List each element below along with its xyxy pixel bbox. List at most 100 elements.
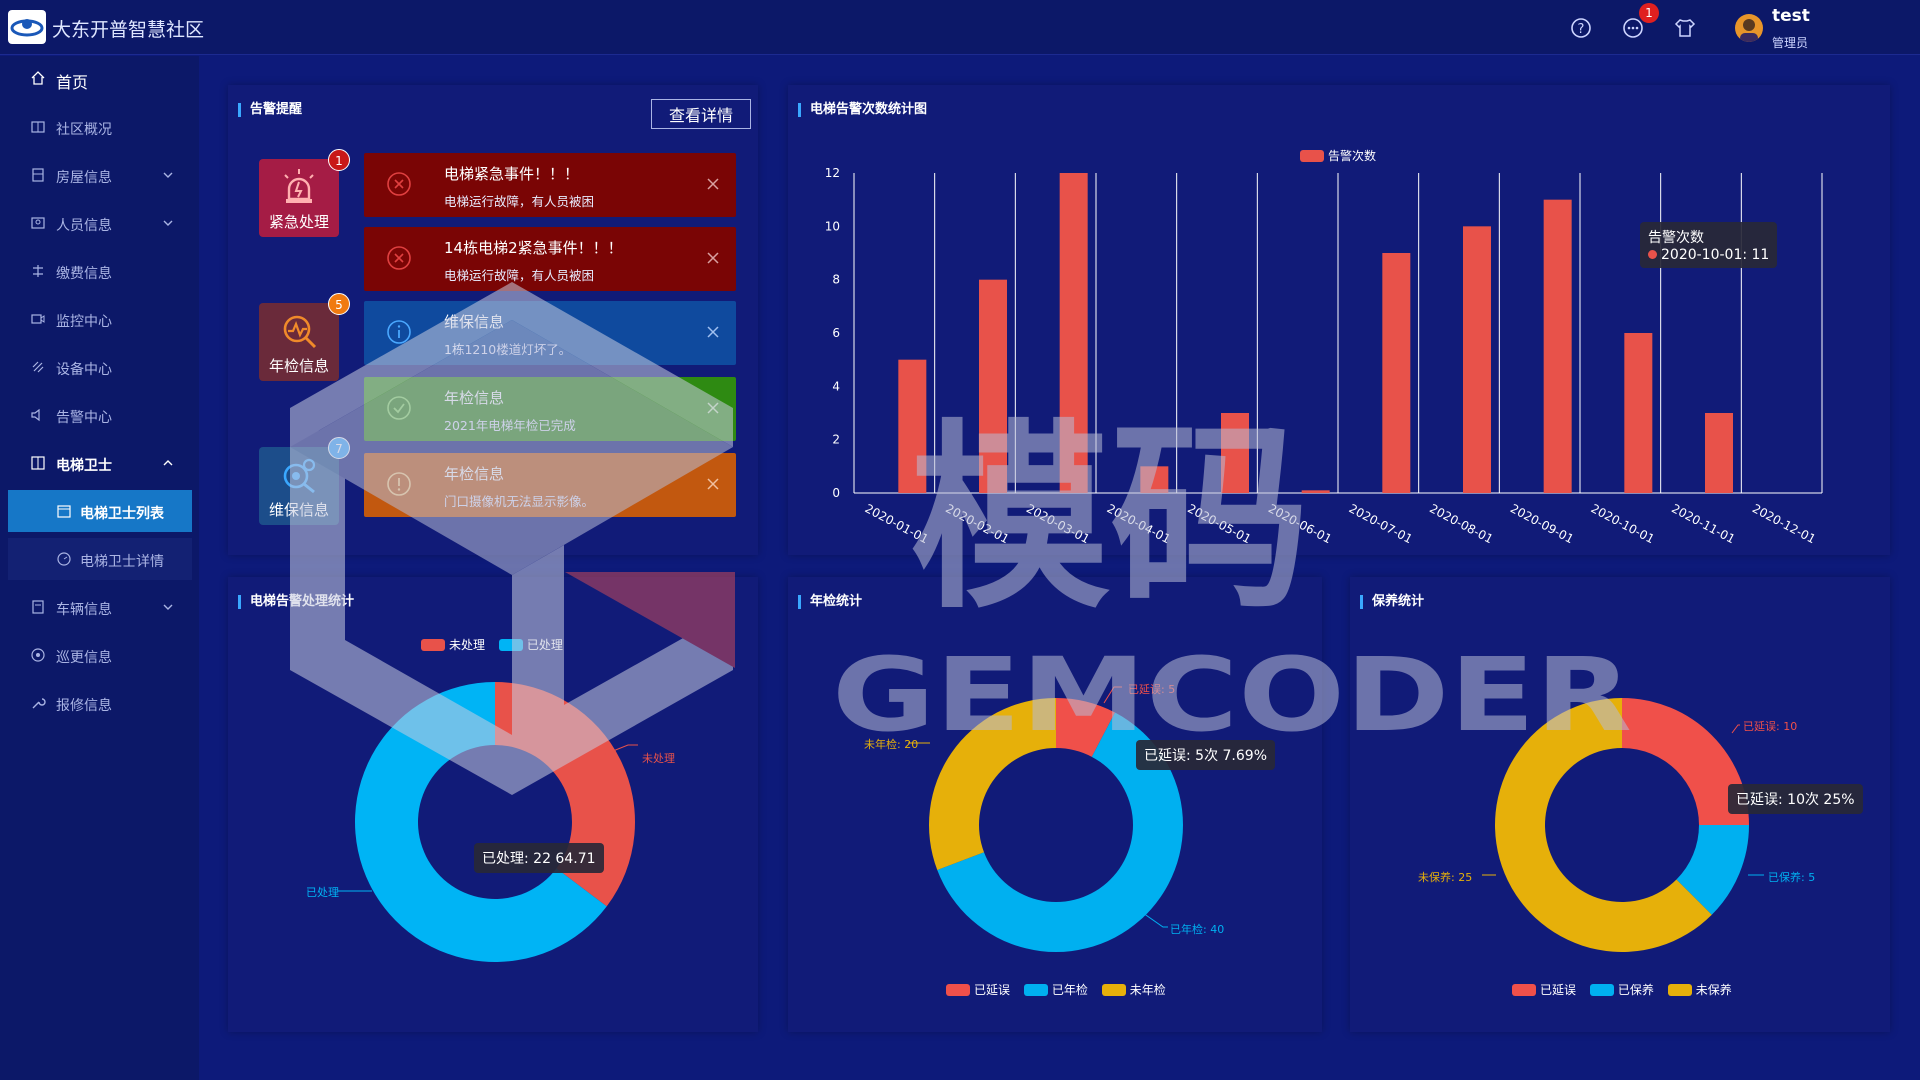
building-icon [32, 168, 44, 182]
y-tick-label: 4 [832, 379, 840, 393]
alarm-handling-donut [338, 682, 638, 962]
category-annual-inspection[interactable]: 年检信息 [259, 303, 339, 381]
bar [898, 359, 927, 493]
view-details-button[interactable]: 查看详情 [651, 99, 751, 129]
category-count-badge: 7 [328, 437, 350, 459]
legend-label: 未保养 [1695, 983, 1732, 997]
x-tick-label: 2020-01-01 [863, 501, 931, 546]
wrench-icon [32, 698, 46, 709]
sidebar-item-elevator-detail[interactable]: 电梯卫士详情 [8, 538, 192, 580]
sidebar-item-label: 房屋信息 [56, 170, 112, 186]
alert-item[interactable]: 电梯紧急事件！！！ 电梯运行故障，有人员被困 [364, 153, 736, 217]
sidebar-item-alarm-center[interactable]: 告警中心 [0, 394, 199, 438]
user-role: 管理员 [1772, 36, 1809, 50]
user-name[interactable]: test [1772, 6, 1810, 26]
sidebar-item-vehicles[interactable]: 车辆信息 [0, 586, 199, 630]
sidebar-item-home[interactable]: 首页 [0, 57, 199, 101]
chart-legend[interactable]: 已延误 已保养 未保养 [1512, 981, 1732, 998]
camera-icon [31, 314, 45, 324]
donut-slice [1495, 698, 1712, 952]
x-tick-label: 2020-11-01 [1669, 501, 1737, 546]
x-tick-label: 2020-08-01 [1427, 501, 1495, 546]
chart-tooltip: 告警次数 2020-10-01: 11 [1640, 222, 1778, 268]
leader-line [1103, 686, 1122, 704]
sidebar-item-elevator-list[interactable]: 电梯卫士列表 [8, 490, 192, 532]
help-icon[interactable]: ? [1569, 16, 1593, 40]
category-label: 维保信息 [268, 501, 329, 519]
sidebar-item-label: 巡更信息 [56, 650, 112, 666]
legend-label: 未年检 [1129, 983, 1166, 997]
error-circle-icon [387, 172, 411, 196]
message-icon[interactable] [1621, 16, 1645, 40]
category-count-badge: 1 [328, 149, 350, 171]
chart-tooltip: 已延误: 5次 7.69% [1136, 740, 1275, 770]
alert-item[interactable]: 年检信息 门口摄像机无法显示影像。 [364, 453, 736, 517]
bar [1624, 333, 1653, 493]
payment-icon [33, 265, 43, 277]
alert-item[interactable]: 年检信息 2021年电梯年检已完成 [364, 377, 736, 441]
sidebar-item-label: 电梯卫士 [56, 458, 112, 474]
sidebar-item-label: 设备中心 [56, 362, 112, 378]
svg-text:?: ? [1578, 22, 1585, 37]
sidebar-item-patrol[interactable]: 巡更信息 [0, 634, 199, 678]
theme-shirt-icon[interactable] [1673, 16, 1697, 40]
category-count-badge: 5 [328, 293, 350, 315]
maintenance-donut [1482, 698, 1764, 952]
sidebar-item-residents[interactable]: 人员信息 [0, 202, 199, 246]
alert-description: 电梯运行故障，有人员被困 [444, 268, 595, 283]
panel-title: 保养统计 [1360, 595, 1424, 609]
close-icon[interactable] [706, 477, 720, 491]
vehicle-icon [32, 600, 44, 614]
sidebar-item-monitor[interactable]: 监控中心 [0, 298, 199, 342]
sidebar-item-elevator-guard[interactable]: 电梯卫士 [0, 442, 199, 486]
sidebar-item-repair[interactable]: 报修信息 [0, 682, 199, 726]
close-icon[interactable] [706, 325, 720, 339]
alert-title: 年检信息 [444, 389, 505, 407]
sidebar-item-label: 车辆信息 [56, 602, 112, 618]
slice-label: 未保养: 25 [1418, 871, 1473, 884]
y-tick-label: 6 [832, 326, 840, 340]
alert-item[interactable]: 维保信息 1栋1210楼道灯坏了。 [364, 301, 736, 365]
app-logo[interactable] [8, 10, 46, 44]
sidebar-item-community-overview[interactable]: 社区概况 [0, 106, 199, 150]
close-icon[interactable] [706, 177, 720, 191]
sidebar-item-devices[interactable]: 设备中心 [0, 346, 199, 390]
legend-swatch [1667, 983, 1692, 996]
chart-tooltip: 已处理: 22 64.71 [474, 843, 604, 873]
sidebar: 首页 社区概况 房屋信息 人员信息 缴费信息 监控中心 设备中心 告警中心 电梯… [0, 56, 199, 1080]
chart-tooltip: 已延误: 10次 25% [1728, 784, 1863, 814]
slice-label: 未处理 [642, 752, 675, 765]
close-icon[interactable] [706, 401, 720, 415]
sidebar-item-label: 报修信息 [56, 698, 112, 714]
inspection-chart-icon [283, 315, 317, 349]
user-avatar[interactable] [1735, 14, 1763, 42]
legend-swatch [1512, 983, 1536, 996]
category-maintenance[interactable]: 维保信息 [259, 447, 339, 525]
legend-label: 已延误 [1540, 983, 1577, 997]
category-emergency[interactable]: 紧急处理 [259, 159, 339, 237]
sidebar-item-housing[interactable]: 房屋信息 [0, 154, 199, 198]
calendar-icon [57, 505, 71, 518]
sidebar-item-payment[interactable]: 缴费信息 [0, 250, 199, 294]
app-title: 大东开普智慧社区 [52, 19, 205, 41]
alert-item[interactable]: 14栋电梯2紧急事件！！！ 电梯运行故障，有人员被困 [364, 227, 736, 291]
chart-legend[interactable]: 已延误 已年检 未年检 [946, 981, 1166, 998]
legend-swatch [1023, 983, 1048, 996]
alert-description: 门口摄像机无法显示影像。 [444, 494, 595, 509]
chevron-down-icon [163, 604, 173, 610]
error-circle-icon [387, 246, 411, 270]
slice-label: 已保养: 5 [1768, 871, 1816, 884]
gauge-icon [57, 552, 71, 566]
tooltip-title: 告警次数 [1648, 230, 1704, 246]
close-icon[interactable] [706, 251, 720, 265]
slice-label: 未年检: 20 [864, 738, 919, 751]
chart-legend[interactable]: 告警次数 [1300, 147, 1376, 164]
panel-title: 年检统计 [798, 595, 862, 609]
elevator-icon [31, 456, 45, 470]
bar [1059, 173, 1088, 493]
panel-title: 告警提醒 [238, 103, 302, 117]
x-tick-label: 2020-03-01 [1024, 501, 1092, 546]
chevron-down-icon [163, 220, 173, 226]
donut-slice [1056, 698, 1116, 757]
sidebar-item-label: 监控中心 [56, 314, 112, 330]
